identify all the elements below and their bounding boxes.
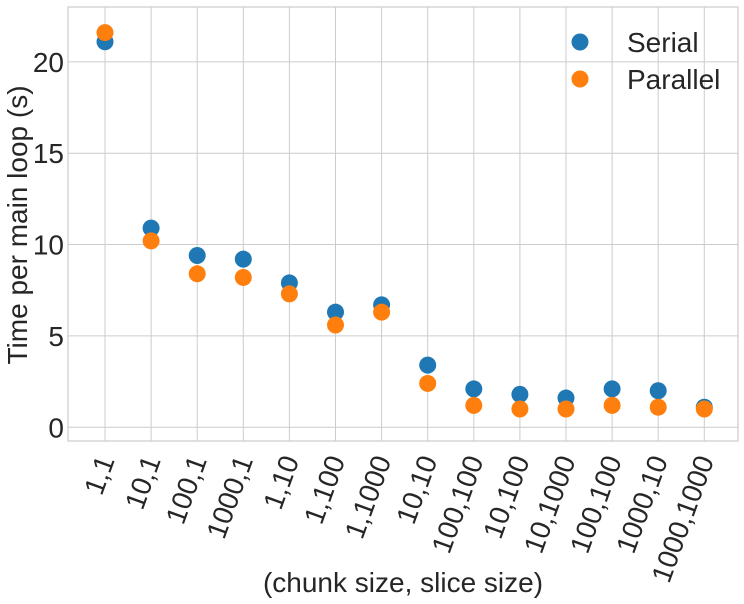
x-tick-label: 1,1 bbox=[78, 451, 120, 498]
point-serial bbox=[142, 219, 160, 237]
legend: Serial Parallel bbox=[571, 27, 720, 95]
point-parallel bbox=[649, 398, 667, 416]
point-parallel bbox=[188, 265, 206, 283]
y-tick-label: 10 bbox=[33, 230, 64, 261]
x-axis-label: (chunk size, slice size) bbox=[263, 567, 543, 598]
point-serial bbox=[327, 303, 344, 321]
x-tick-label: 1,100 bbox=[298, 451, 351, 527]
point-serial bbox=[603, 380, 621, 398]
y-tick-label: 20 bbox=[33, 47, 64, 78]
point-serial bbox=[234, 250, 252, 268]
legend-marker-serial bbox=[571, 33, 589, 51]
x-tick-label: 100,1 bbox=[160, 451, 213, 527]
point-serial bbox=[188, 247, 206, 265]
x-tick-label: 1,10 bbox=[257, 451, 305, 513]
y-tick-labels: 0 5 10 15 20 bbox=[33, 47, 64, 443]
data-points bbox=[96, 24, 713, 418]
point-parallel bbox=[511, 400, 529, 418]
point-parallel bbox=[373, 303, 391, 321]
x-tick-label: 10,1 bbox=[119, 451, 167, 513]
point-serial bbox=[419, 356, 437, 374]
point-parallel bbox=[142, 232, 160, 250]
plot-frame bbox=[67, 6, 739, 442]
point-parallel bbox=[96, 24, 114, 42]
legend-label-parallel: Parallel bbox=[627, 64, 720, 95]
y-axis-label: Time per main loop (s) bbox=[2, 85, 33, 364]
point-parallel bbox=[327, 316, 344, 334]
y-tick-label: 0 bbox=[48, 412, 64, 443]
point-serial bbox=[465, 380, 483, 398]
legend-marker-parallel bbox=[571, 70, 589, 88]
legend-label-serial: Serial bbox=[627, 27, 699, 58]
point-parallel bbox=[557, 400, 575, 418]
y-tick-label: 15 bbox=[33, 138, 64, 169]
x-tick-label: 10,10 bbox=[390, 451, 443, 527]
y-tick-label: 5 bbox=[48, 321, 64, 352]
point-parallel bbox=[695, 400, 713, 418]
point-serial bbox=[649, 382, 667, 400]
point-parallel bbox=[603, 396, 621, 414]
point-parallel bbox=[419, 374, 437, 392]
point-parallel bbox=[234, 268, 252, 286]
y-gridlines bbox=[68, 61, 738, 428]
point-parallel bbox=[280, 285, 298, 303]
x-gridlines bbox=[104, 7, 705, 441]
point-parallel bbox=[465, 396, 483, 414]
point-serial bbox=[511, 385, 529, 403]
